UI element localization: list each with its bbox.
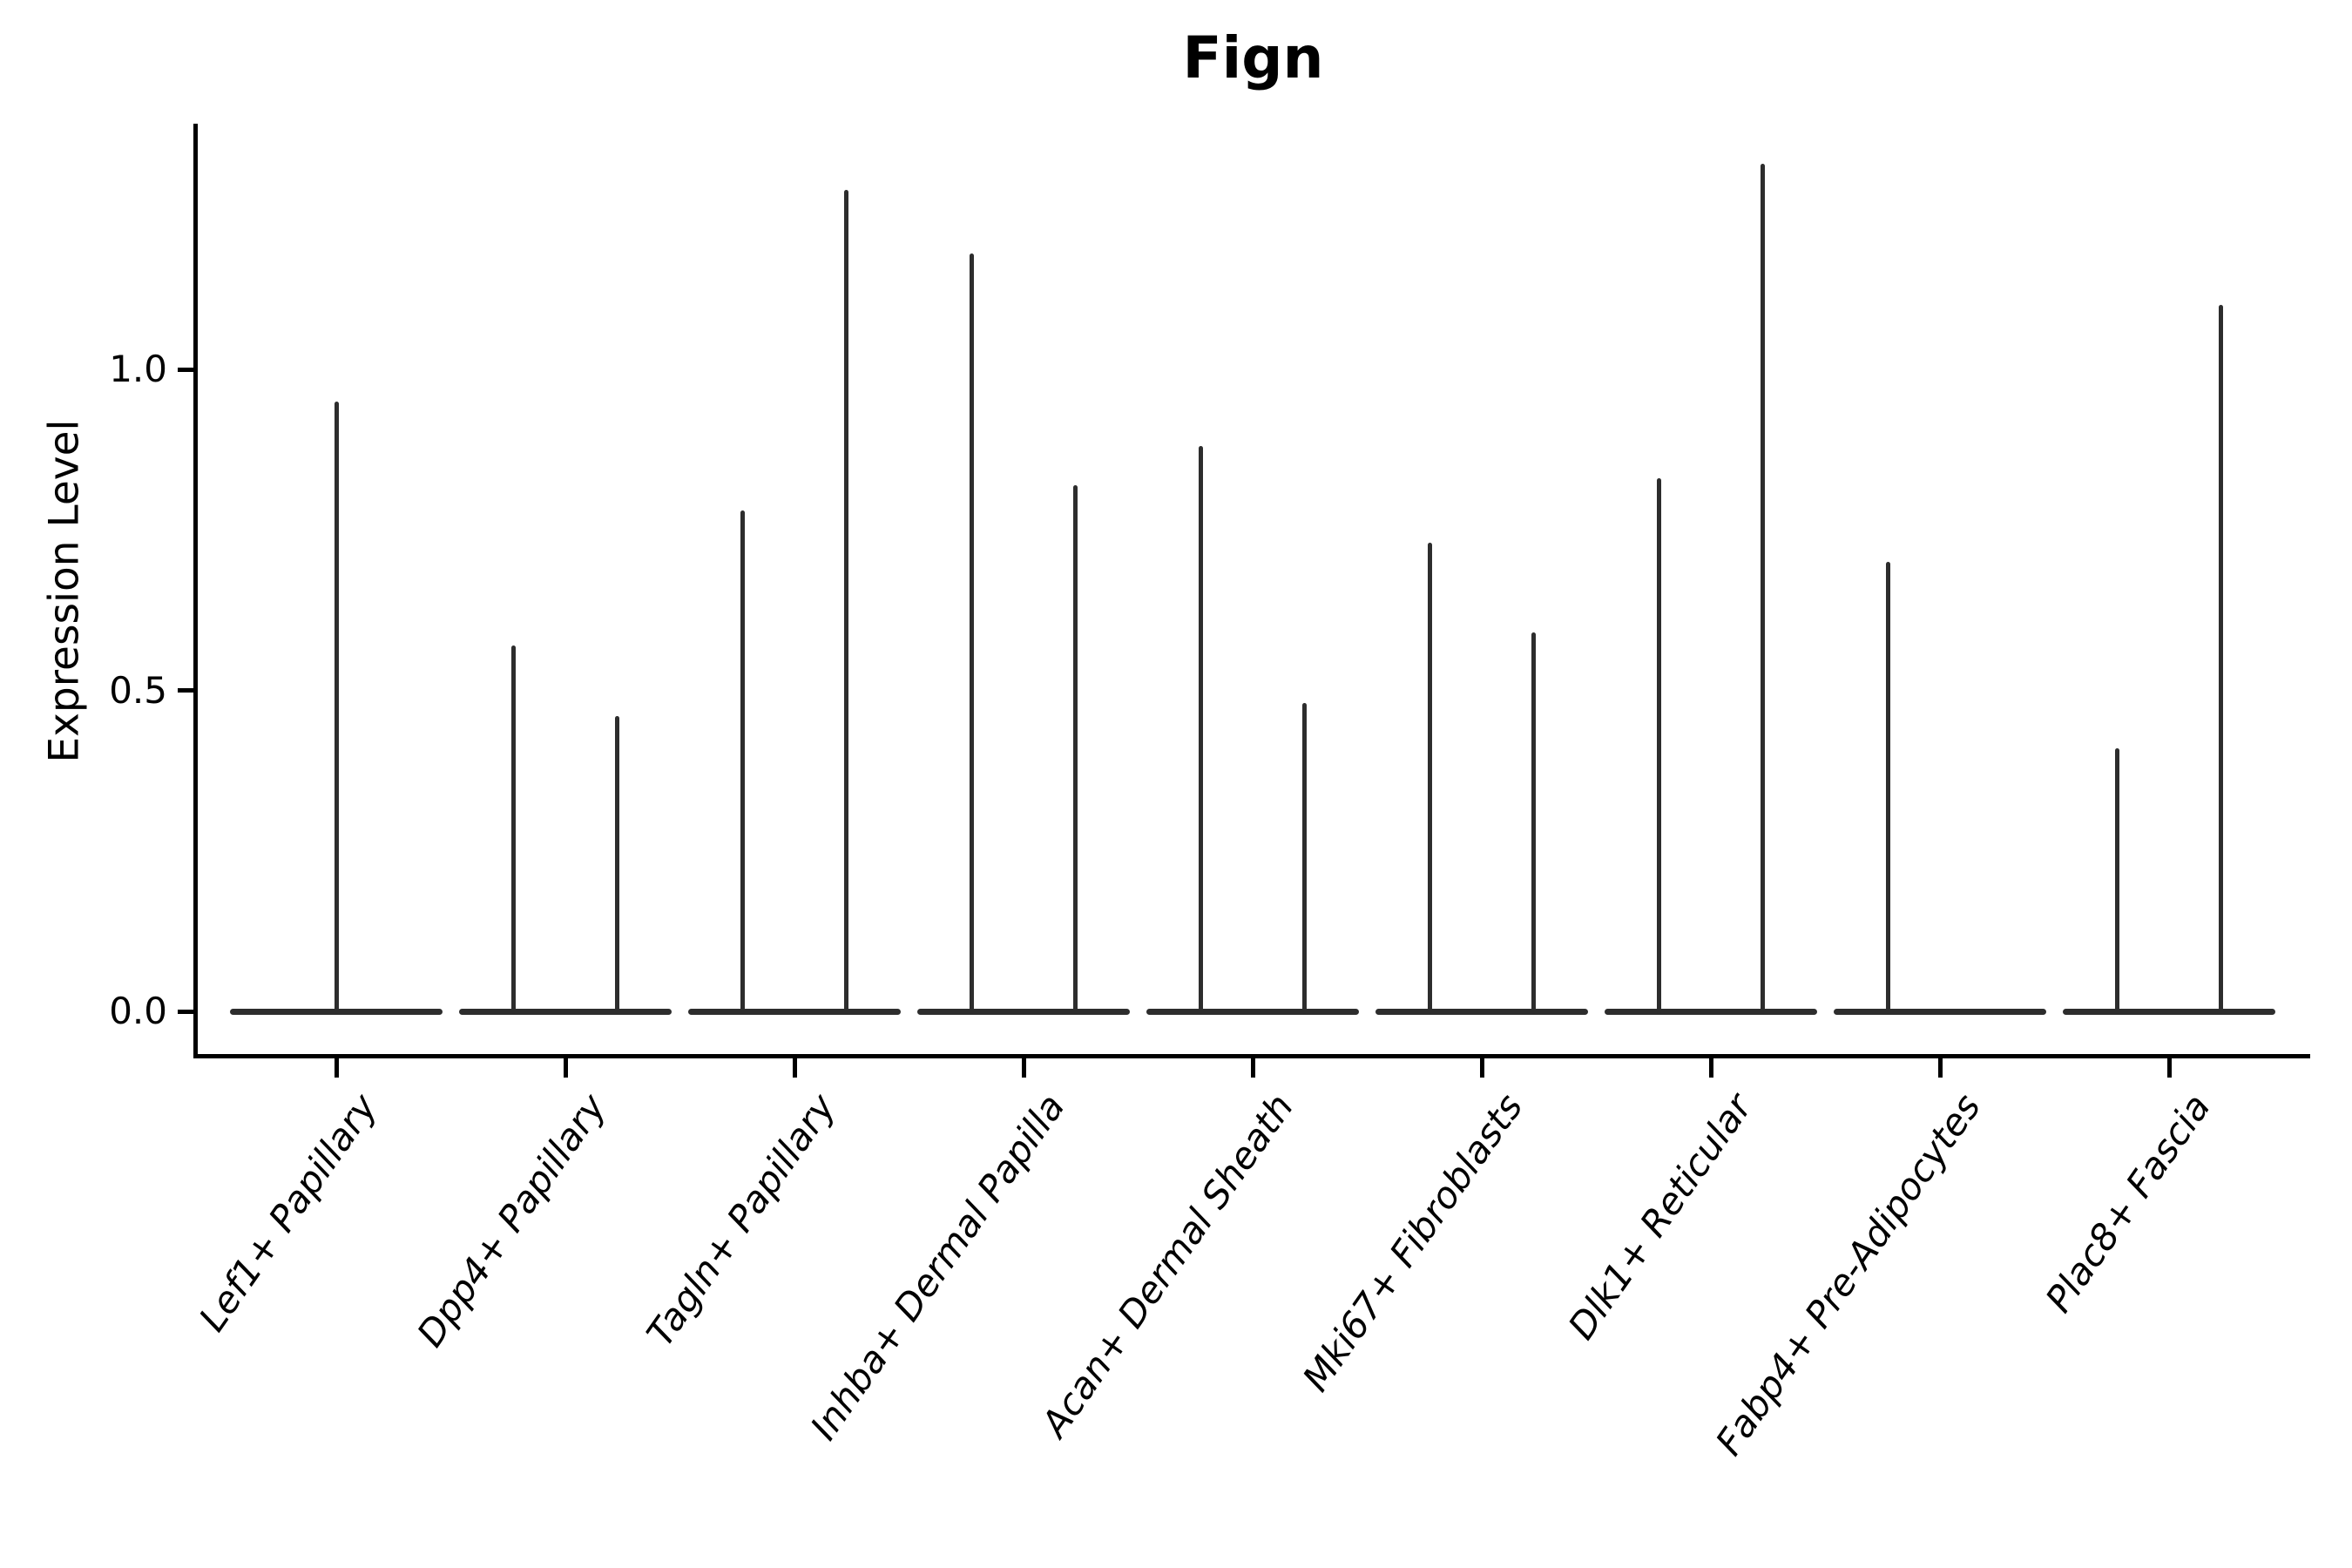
x-tick-mark bbox=[1479, 1058, 1484, 1078]
x-axis-spine bbox=[193, 1054, 2310, 1058]
x-tick-mark bbox=[1021, 1058, 1026, 1078]
y-axis-spine bbox=[193, 124, 198, 1058]
violin-spike bbox=[2218, 305, 2223, 1014]
violin-base bbox=[917, 1008, 1130, 1015]
x-tick-mark bbox=[1250, 1058, 1255, 1078]
x-tick-label: Acan+ Dermal Sheath bbox=[1033, 1085, 1302, 1445]
x-tick-label: Tagln+ Papillary bbox=[638, 1085, 844, 1355]
violin-spike bbox=[614, 715, 619, 1014]
violin-base bbox=[1605, 1008, 1817, 1015]
x-tick-label: Dpp4+ Papillary bbox=[409, 1085, 615, 1355]
y-tick-label: 0.0 bbox=[109, 990, 167, 1032]
violin-spike bbox=[1760, 164, 1765, 1014]
y-tick-mark bbox=[178, 688, 193, 693]
x-tick-mark bbox=[1708, 1058, 1713, 1078]
y-tick-label: 0.5 bbox=[109, 668, 167, 712]
violin-spike bbox=[970, 253, 975, 1014]
violin-spike bbox=[334, 401, 339, 1014]
violin-spike bbox=[740, 510, 746, 1014]
violin-base bbox=[1834, 1008, 2046, 1015]
x-tick-mark bbox=[792, 1058, 797, 1078]
violin-spike bbox=[1199, 446, 1204, 1014]
violin-spike bbox=[1657, 478, 1662, 1014]
x-tick-label: Plac8+ Fascia bbox=[2037, 1085, 2219, 1321]
violin-base bbox=[1375, 1008, 1588, 1015]
violin-spike bbox=[843, 189, 848, 1014]
violin-spike bbox=[511, 645, 517, 1014]
violin-spike bbox=[2115, 747, 2120, 1014]
x-tick-mark bbox=[1937, 1058, 1943, 1078]
x-tick-label: Mki67+ Fibroblasts bbox=[1294, 1085, 1531, 1399]
violin-base bbox=[459, 1008, 672, 1015]
violin-spike bbox=[1072, 484, 1078, 1014]
x-tick-label: Lef1+ Papillary bbox=[190, 1085, 386, 1339]
violin-spike bbox=[1886, 562, 1891, 1014]
x-tick-mark bbox=[2166, 1058, 2172, 1078]
y-tick-label: 1.0 bbox=[109, 348, 167, 390]
violin-base bbox=[688, 1008, 901, 1015]
y-tick-mark bbox=[178, 1009, 193, 1014]
x-tick-mark bbox=[334, 1058, 339, 1078]
x-tick-label: Inhba+ Dermal Papilla bbox=[801, 1085, 1073, 1448]
x-tick-mark bbox=[563, 1058, 568, 1078]
violin-spike bbox=[1301, 703, 1307, 1014]
violin-base bbox=[1146, 1008, 1359, 1015]
chart-title: Fign bbox=[1182, 24, 1324, 91]
x-tick-label: Fabp4+ Pre-Adipocytes bbox=[1707, 1085, 1990, 1463]
violin-base bbox=[2063, 1008, 2275, 1015]
x-tick-label: Dlk1+ Reticular bbox=[1559, 1085, 1761, 1348]
violin-spike bbox=[1531, 632, 1536, 1014]
y-tick-mark bbox=[178, 367, 193, 372]
violin-spike bbox=[1428, 542, 1433, 1014]
